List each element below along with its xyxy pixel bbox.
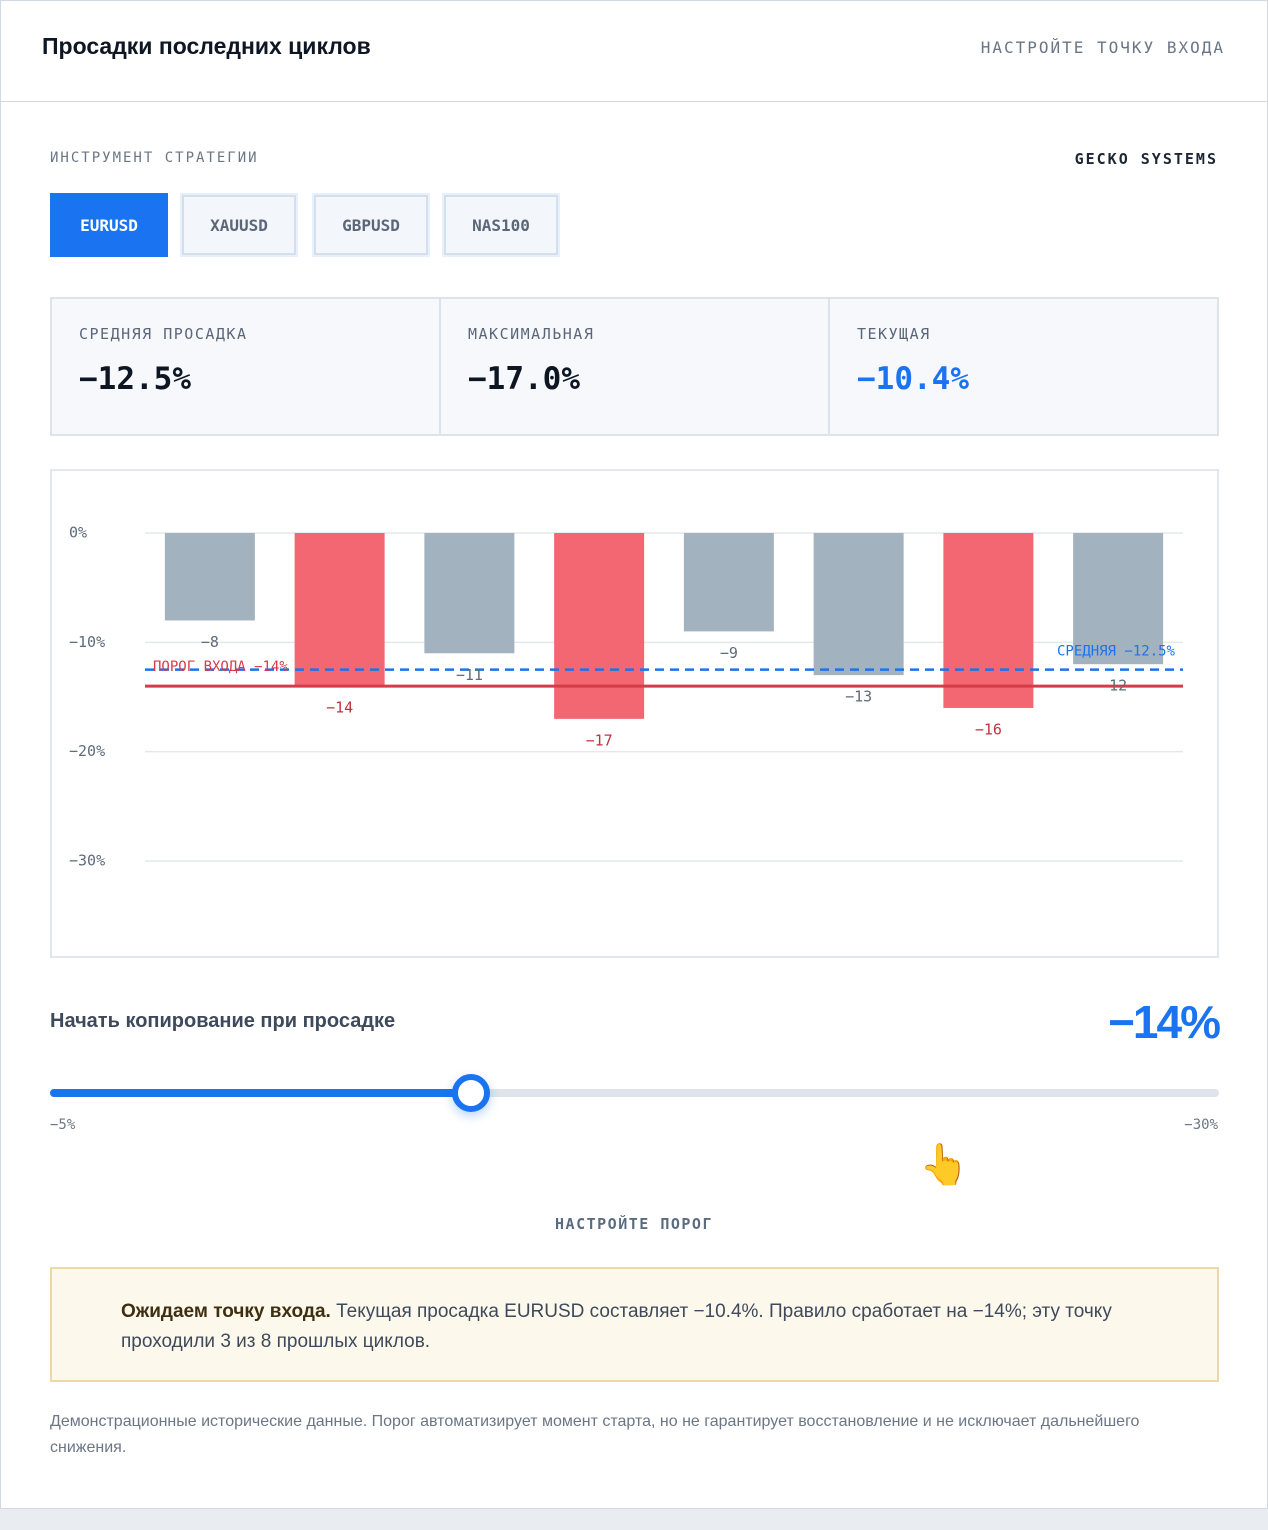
divider	[1, 101, 1267, 102]
slider-fill	[50, 1089, 471, 1097]
tab-label: EURUSD	[80, 215, 138, 235]
slider-track[interactable]	[50, 1089, 1219, 1097]
alert-title: Ожидаем точку входа.	[121, 1301, 331, 1322]
slider-min: −5%	[50, 1117, 76, 1133]
bar	[554, 533, 645, 719]
stat-value: −17.0%	[468, 361, 580, 397]
bar-value-label: −14	[326, 699, 353, 717]
alert: Ожидаем точку входа. Текущая просадка EU…	[50, 1267, 1219, 1382]
provider: GECKO SYSTEMS	[1074, 150, 1218, 168]
bar-value-label: −9	[720, 644, 738, 662]
threshold-label: ПОРОГ ВХОДА −14%	[153, 659, 288, 675]
stat-value: −12.5%	[79, 361, 191, 397]
bar	[813, 533, 904, 676]
stat-label: МАКСИМАЛЬНАЯ	[468, 325, 595, 343]
stat-label: ТЕКУЩАЯ	[857, 325, 931, 343]
page-title: Просадки последних циклов	[42, 33, 371, 59]
tab[interactable]: NAS100	[442, 193, 560, 257]
bar	[424, 533, 515, 654]
bar-value-label: −11	[456, 666, 483, 684]
stats: СРЕДНЯЯ ПРОСАДКА −12.5% МАКСИМАЛЬНАЯ −17.0%…	[50, 297, 1219, 436]
tab[interactable]: GBPUSD	[312, 193, 430, 257]
header-action[interactable]: НАСТРОЙТЕ ТОЧКУ ВХОДА	[980, 38, 1225, 57]
slider-value: −14%	[1108, 996, 1221, 1048]
bar	[943, 533, 1034, 708]
y-tick-label: −10%	[69, 633, 105, 651]
tab[interactable]: XAUUSD	[180, 193, 298, 257]
bar	[294, 533, 385, 687]
bar	[164, 533, 255, 621]
stat: СРЕДНЯЯ ПРОСАДКА −12.5%	[52, 299, 441, 434]
bar-value-label: 12	[1109, 677, 1127, 695]
slider-max: −30%	[1184, 1117, 1218, 1133]
bar-value-label: −16	[975, 720, 1002, 738]
stat-value: −10.4%	[857, 361, 969, 397]
stat: ТЕКУЩАЯ −10.4%	[830, 299, 1217, 434]
instrument-label: ИНСТРУМЕНТ СТРАТЕГИИ	[50, 150, 259, 166]
bar	[683, 533, 774, 632]
tab-label: NAS100	[444, 195, 558, 255]
tab-label: XAUUSD	[182, 195, 296, 255]
y-tick-label: −20%	[69, 742, 105, 760]
y-tick-label: −30%	[69, 852, 105, 870]
alert-text: Текущая просадка EURUSD составляет −10.4…	[121, 1301, 1112, 1352]
slider-knob[interactable]	[451, 1074, 490, 1112]
y-tick-label: 0%	[69, 524, 87, 542]
pointer-icon: 👆	[919, 1143, 969, 1187]
bar-value-label: −17	[586, 731, 613, 749]
chart-box: 0% −10% −20% −30% −8 −14 −11 −17 −9 −13 −16 12 ПОРОГ…	[50, 469, 1219, 958]
slider-hint: НАСТРОЙТЕ ПОРОГ	[555, 1215, 713, 1233]
average-label: СРЕДНЯЯ −12.5%	[1057, 644, 1176, 660]
slider-label: Начать копирование при просадке	[50, 1010, 396, 1032]
tab[interactable]: EURUSD	[50, 193, 168, 257]
stat: МАКСИМАЛЬНАЯ −17.0%	[441, 299, 830, 434]
tab-label: GBPUSD	[314, 195, 428, 255]
chart: 0% −10% −20% −30% −8 −14 −11 −17 −9 −13 −16 12 ПОРОГ…	[69, 524, 1183, 870]
bar-value-label: −13	[845, 688, 872, 706]
bar-value-label: −8	[201, 633, 219, 651]
footnote: Демонстрационные исторические данные. По…	[50, 1413, 1140, 1456]
stat-label: СРЕДНЯЯ ПРОСАДКА	[79, 325, 248, 343]
bar	[1073, 533, 1164, 665]
